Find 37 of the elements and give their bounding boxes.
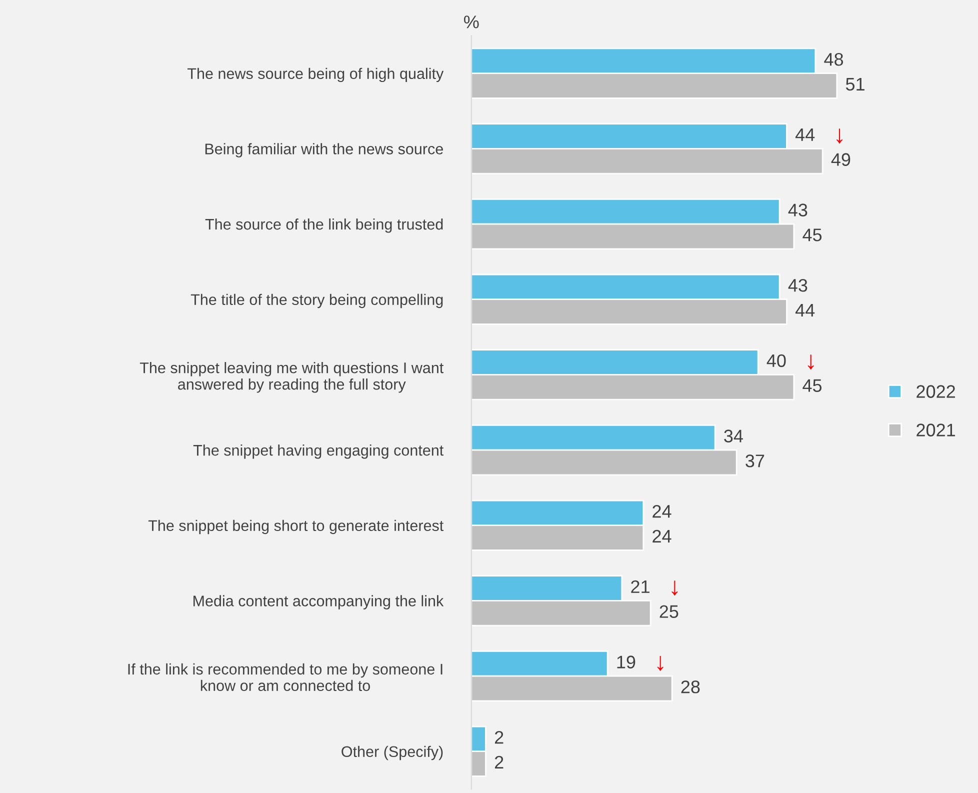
data-label: 28 <box>681 680 700 694</box>
y-tick-label: The snippet leaving me with questions I want answered by reading the full story <box>140 362 444 393</box>
data-label: 2 <box>494 756 504 768</box>
data-label: 40 <box>766 354 786 368</box>
annotation: ↓ <box>672 580 678 596</box>
y-tick-label: The snippet having engaging content <box>193 444 444 459</box>
data-label: 19 <box>617 656 636 668</box>
data-label: 2 <box>494 731 504 744</box>
y-tick-label: Other (Specify) <box>342 746 443 760</box>
y-tick-label: The title of the story being compelling <box>190 294 443 308</box>
data-label: 25 <box>660 605 678 618</box>
annotation: ↓ <box>808 354 814 370</box>
data-label: 43 <box>788 278 808 292</box>
y-tick-label: The snippet being short to generate interest <box>148 520 444 534</box>
y-tick-label: If the link is recommended to me by someone I know or am connected to <box>128 663 442 692</box>
y-tick-label: The news source being of high quality <box>187 68 444 82</box>
data-label: 45 <box>802 379 822 392</box>
annotation: ↓ <box>836 128 842 144</box>
data-label: 44 <box>795 304 815 316</box>
data-label: 51 <box>846 78 864 91</box>
y-tick-label: Media content accompanying the link <box>194 595 444 610</box>
data-label: 49 <box>831 153 850 166</box>
y-tick-label: Being familiar with the news source <box>205 143 443 158</box>
data-label: 44 <box>795 128 815 141</box>
data-label: 21 <box>631 580 650 593</box>
text: % <box>464 16 479 28</box>
data-label: 24 <box>652 504 672 518</box>
y-tick-label: The source of the link being trusted <box>205 218 443 233</box>
data-label: 43 <box>788 204 808 216</box>
data-label: 37 <box>746 454 764 468</box>
legend-label: 2022 <box>916 385 955 398</box>
legend-label: 2021 <box>916 424 956 436</box>
annotation: ↓ <box>657 656 664 671</box>
data-label: 24 <box>652 530 672 542</box>
data-label: 48 <box>824 52 844 66</box>
data-label: 45 <box>802 228 822 242</box>
data-label: 34 <box>724 430 743 442</box>
